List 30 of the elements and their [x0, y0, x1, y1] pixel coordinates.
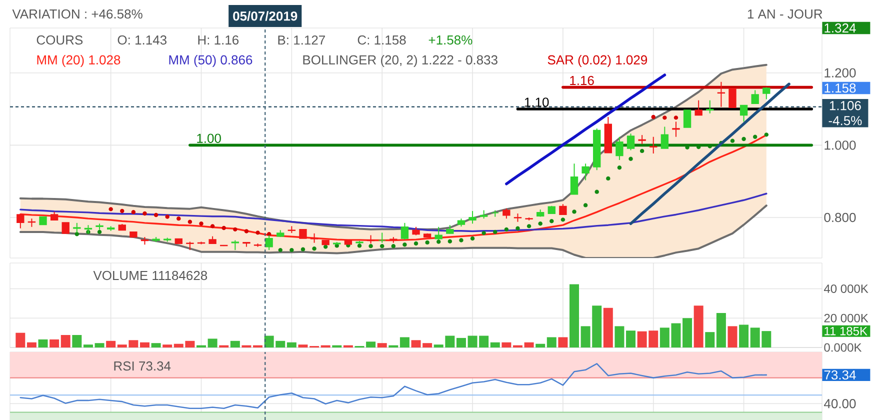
annotation: H: 1.16: [198, 35, 239, 45]
y-tick-label: 20 000K: [824, 314, 868, 322]
text: MM (50) 0.866: [169, 54, 252, 68]
y-tick-label: 1.158: [824, 83, 856, 93]
y-tick-label: 1.000: [824, 140, 856, 150]
annotation: COURS: [36, 35, 83, 45]
annotation: O: 1.143: [118, 35, 166, 45]
annotation: B: 1.127: [278, 35, 325, 45]
y-tick-label: 40 000K: [824, 284, 868, 293]
text: MM (20) 1.028: [37, 54, 120, 68]
chart-title: VARIATION : +46.58%: [12, 9, 142, 19]
y-tick-label: 1.324: [824, 23, 856, 33]
series-label: 1.16: [570, 76, 594, 86]
y-tick-label: 40.00: [824, 399, 856, 408]
text: SAR (0.02) 1.029: [548, 54, 648, 68]
annotation: C: 1.158: [358, 35, 406, 45]
y-tick-label: 0.800: [824, 212, 856, 222]
annotation: +1.58%: [428, 35, 472, 45]
series-label: 1.00: [197, 134, 221, 143]
series-label: 1.10: [524, 98, 549, 107]
annotation: BOLLINGER (20, 2) 1.222 - 0.833: [303, 54, 498, 68]
y-tick-label: 73.34: [824, 370, 856, 380]
y-tick-label: 1.200: [824, 68, 856, 78]
y-tick-label: 11 185K: [824, 326, 868, 336]
ref-line-label: 1.106 -4.5%: [828, 101, 862, 126]
chart-subtitle: 1 AN - JOUR: [748, 9, 822, 19]
annotation: RSI 73.34: [114, 361, 171, 371]
y-tick-label: 0.000K: [824, 343, 862, 352]
annotation: VOLUME 11184628: [93, 270, 208, 280]
text: 05/07/2019: [233, 11, 298, 21]
